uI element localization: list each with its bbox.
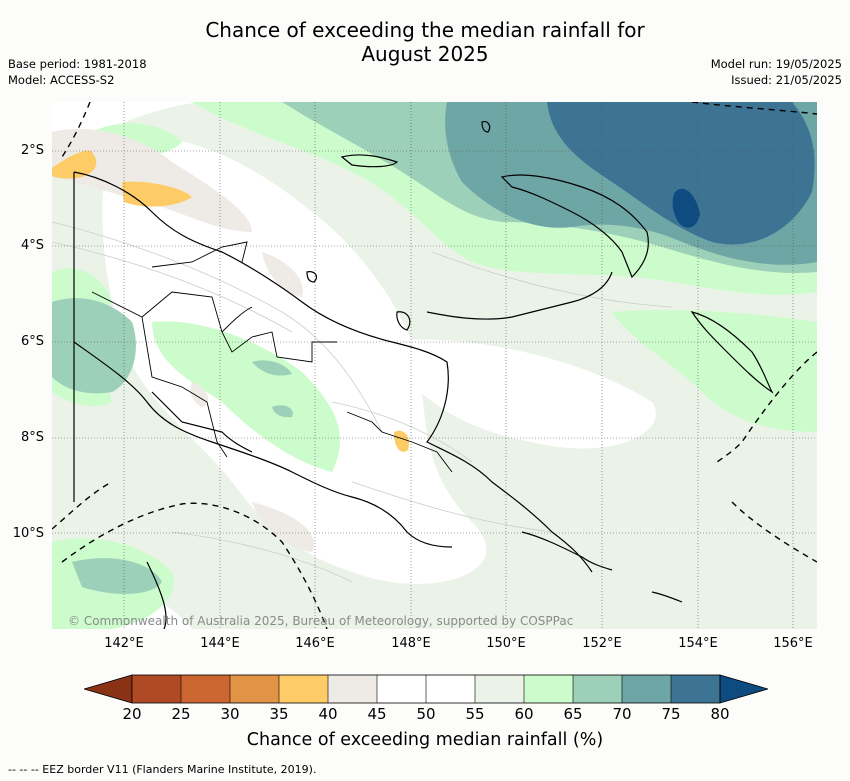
- lat-label-2s: 2°S: [20, 143, 44, 158]
- rainfall-probability-map: [52, 102, 817, 629]
- title-line-2: August 2025: [361, 42, 489, 66]
- colorbar-swatch-75-80: [671, 675, 720, 703]
- eez-borders: [52, 102, 817, 629]
- zone-75-80: [547, 102, 815, 245]
- zone-35-40-nw1: [52, 150, 97, 179]
- colorbar-swatch-20-25: [132, 675, 181, 703]
- zone-65-70-west: [52, 298, 136, 394]
- base-period-text: Base period: 1981-2018: [8, 57, 147, 71]
- zone-35-40-center: [394, 430, 410, 452]
- colorbar-swatch-50-55: [426, 675, 475, 703]
- cbar-label-50: 50: [416, 705, 436, 723]
- colorbar-swatch-35-40: [279, 675, 328, 703]
- lon-label-150e: 150°E: [486, 636, 526, 651]
- colorbar-over-triangle: [719, 674, 768, 704]
- cbar-label-60: 60: [514, 705, 534, 723]
- colorbar-swatch-55-60: [475, 675, 524, 703]
- cbar-label-55: 55: [465, 705, 485, 723]
- map-canvas: [52, 102, 817, 629]
- zone-65-70-sw: [72, 558, 162, 594]
- zone-60-65-east: [612, 310, 817, 432]
- meta-right: Model run: 19/05/2025 Issued: 21/05/2025: [711, 56, 842, 88]
- colorbar-under-triangle: [84, 674, 133, 704]
- colorbar-swatch-60-65: [524, 675, 573, 703]
- cbar-label-70: 70: [612, 705, 632, 723]
- colorbar-swatch-40-45: [328, 675, 377, 703]
- issued-text: Issued: 21/05/2025: [731, 73, 842, 87]
- colorbar-swatch-25-30: [181, 675, 230, 703]
- colorbar-swatch-45-50: [377, 675, 426, 703]
- colorbar-title: Chance of exceeding median rainfall (%): [246, 730, 604, 750]
- cbar-label-80: 80: [710, 705, 730, 723]
- cbar-label-20: 20: [122, 705, 142, 723]
- borders: [91, 241, 453, 473]
- lon-label-156e: 156°E: [773, 636, 813, 651]
- lat-label-6s: 6°S: [20, 334, 44, 349]
- model-text: Model: ACCESS-S2: [8, 73, 115, 87]
- lon-label-148e: 148°E: [391, 636, 431, 651]
- colorbar-swatch-30-35: [230, 675, 279, 703]
- lon-label-146e: 146°E: [295, 636, 335, 651]
- meta-left: Base period: 1981-2018 Model: ACCESS-S2: [8, 56, 147, 88]
- eez-footnote: -- -- -- EEZ border V11 (Flanders Marine…: [8, 763, 317, 776]
- lat-label-8s: 8°S: [20, 430, 44, 445]
- cbar-label-35: 35: [269, 705, 289, 723]
- lat-label-4s: 4°S: [20, 238, 44, 253]
- graticule: [52, 102, 817, 629]
- cbar-label-45: 45: [367, 705, 387, 723]
- cbar-label-30: 30: [220, 705, 240, 723]
- colorbar-swatch-70-75: [622, 675, 671, 703]
- colorbar: [84, 674, 768, 704]
- cbar-label-65: 65: [563, 705, 583, 723]
- cbar-label-25: 25: [171, 705, 191, 723]
- zone-40-45: [52, 128, 252, 232]
- cbar-label-40: 40: [318, 705, 338, 723]
- lat-label-10s: 10°S: [12, 526, 44, 541]
- model-run-text: Model run: 19/05/2025: [710, 57, 842, 71]
- lon-label-152e: 152°E: [582, 636, 622, 651]
- lon-label-144e: 144°E: [200, 636, 240, 651]
- colorbar-swatch-65-70: [573, 675, 622, 703]
- map-title: Chance of exceeding the median rainfall …: [0, 18, 850, 66]
- copyright-text: © Commonwealth of Australia 2025, Bureau…: [68, 614, 574, 628]
- title-line-1: Chance of exceeding the median rainfall …: [205, 18, 645, 42]
- lon-label-142e: 142°E: [104, 636, 144, 651]
- zone-60-65-central: [152, 321, 341, 472]
- cbar-label-75: 75: [661, 705, 681, 723]
- coastlines: [73, 121, 774, 629]
- zone-above-80: [672, 188, 700, 228]
- zone-45-55: [102, 136, 487, 584]
- lon-label-154e: 154°E: [678, 636, 718, 651]
